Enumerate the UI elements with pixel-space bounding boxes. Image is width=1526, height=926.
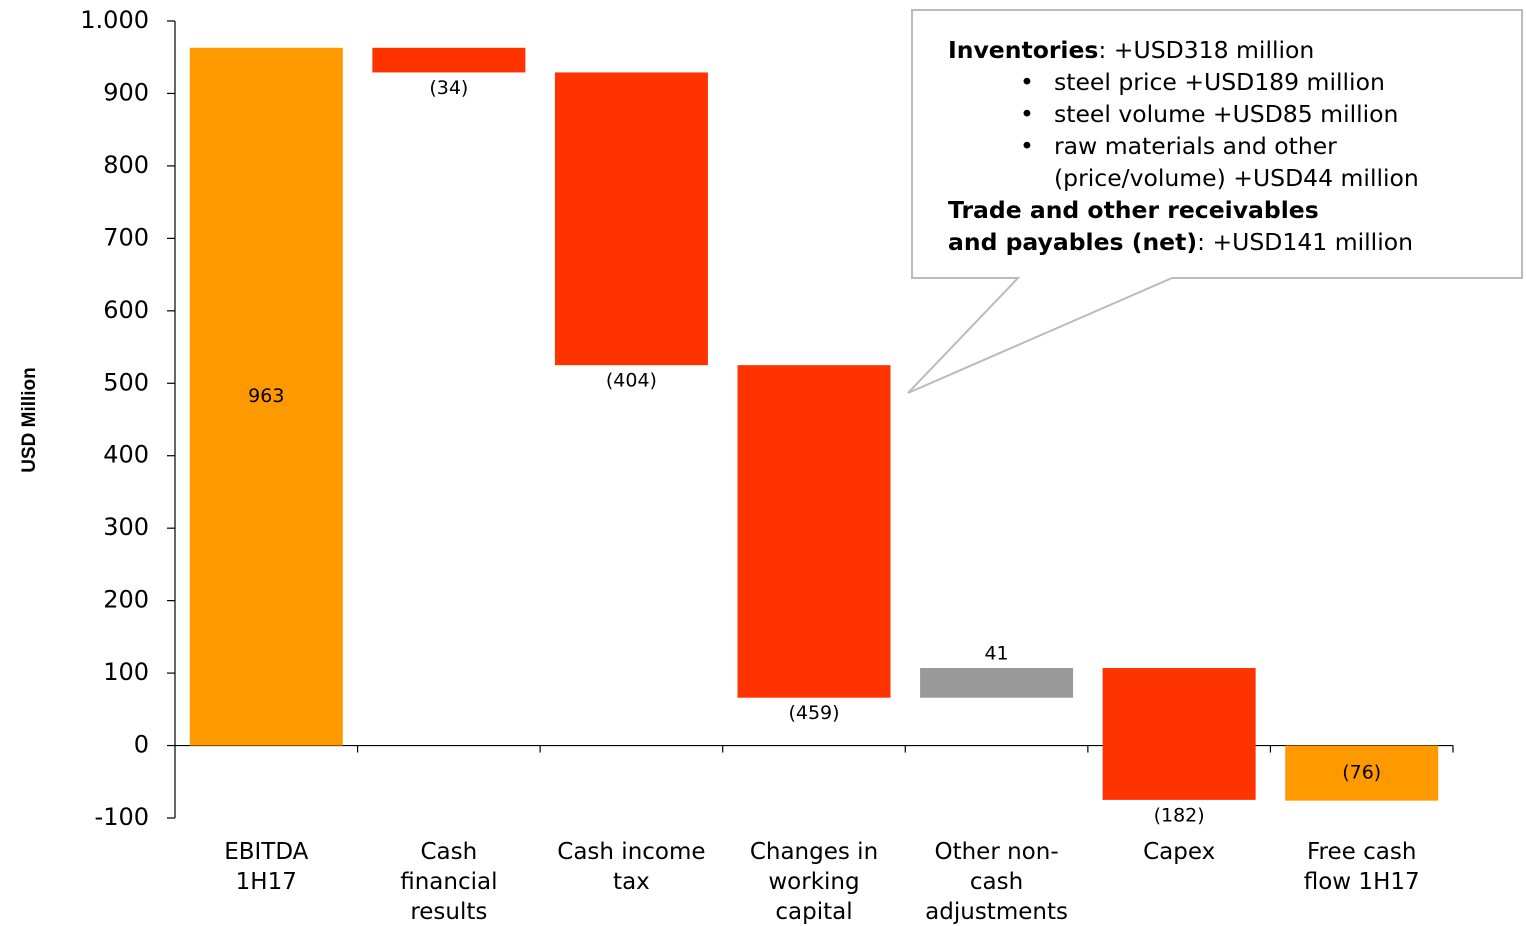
annotation-heading: Inventories bbox=[948, 36, 1099, 64]
data-label: (459) bbox=[788, 702, 839, 724]
bar bbox=[554, 72, 708, 366]
data-label: (404) bbox=[606, 370, 657, 392]
data-label: 41 bbox=[984, 643, 1008, 665]
y-tick-label: 0 bbox=[134, 731, 149, 759]
y-tick-label: 700 bbox=[103, 223, 149, 251]
x-tick-label: Cash financial results bbox=[400, 839, 498, 925]
y-tick-label: 1.000 bbox=[80, 6, 149, 34]
x-tick-label: Other non- cash adjustments bbox=[925, 839, 1068, 925]
annotation-bullets: steel price +USD189 millionsteel volume … bbox=[948, 66, 1518, 194]
y-tick-label: 800 bbox=[103, 151, 149, 179]
annotation-line: Trade and other receivables and payables… bbox=[948, 194, 1518, 258]
y-tick-label: 600 bbox=[103, 296, 149, 324]
bar bbox=[920, 668, 1074, 698]
bar bbox=[372, 47, 526, 73]
data-label: (76) bbox=[1342, 762, 1381, 784]
x-tick-label: EBITDA 1H17 bbox=[224, 839, 309, 895]
y-tick-label: 500 bbox=[103, 368, 149, 396]
annotation-line: Inventories: +USD318 million bbox=[948, 34, 1518, 66]
y-axis-label: USD Million bbox=[19, 367, 40, 473]
x-tick-label: Free cash flow 1H17 bbox=[1303, 839, 1420, 895]
y-tick-label: 100 bbox=[103, 658, 149, 686]
bar bbox=[189, 47, 343, 746]
x-tick-label: Changes in working capital bbox=[749, 839, 879, 925]
y-tick-label: -100 bbox=[95, 803, 149, 831]
y-tick-label: 300 bbox=[103, 513, 149, 541]
annotation-heading: Trade and other receivables and payables… bbox=[948, 196, 1319, 256]
annotation-text: : +USD141 million bbox=[1197, 228, 1413, 256]
annotation-bullet: raw materials and other (price/volume) +… bbox=[1020, 130, 1518, 194]
x-tick-label: Capex bbox=[1143, 839, 1216, 865]
y-tick-label: 200 bbox=[103, 586, 149, 614]
bar bbox=[737, 365, 891, 698]
bar bbox=[1102, 668, 1256, 800]
y-tick-label: 400 bbox=[103, 441, 149, 469]
data-label: (182) bbox=[1154, 804, 1205, 826]
annotation-bullet: steel volume +USD85 million bbox=[1020, 98, 1518, 130]
data-label: (34) bbox=[429, 77, 468, 99]
annotation: Inventories: +USD318 millionsteel price … bbox=[948, 34, 1518, 258]
data-label: 963 bbox=[248, 385, 284, 407]
bar bbox=[1285, 745, 1439, 801]
x-tick-label: Cash income tax bbox=[557, 839, 706, 895]
annotation-bullet: steel price +USD189 million bbox=[1020, 66, 1518, 98]
y-tick-label: 900 bbox=[103, 78, 149, 106]
annotation-text: : +USD318 million bbox=[1098, 36, 1315, 64]
